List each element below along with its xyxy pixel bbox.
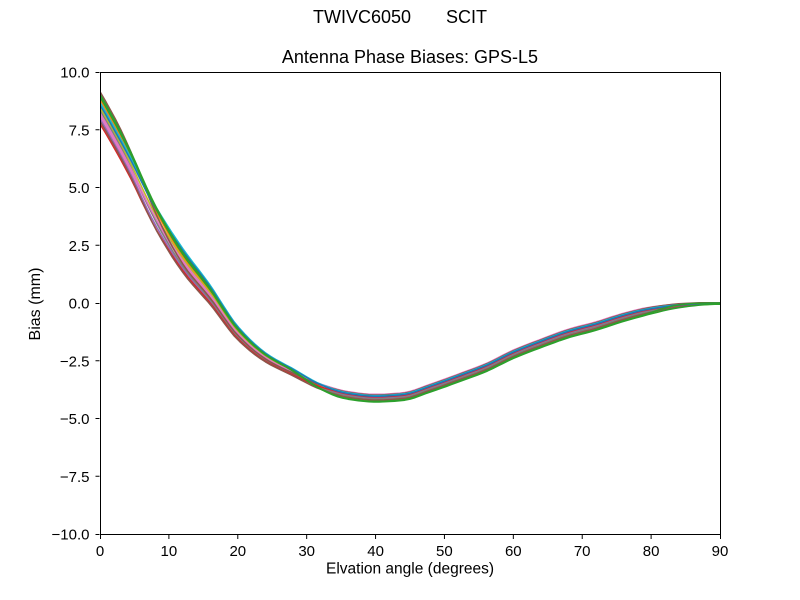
svg-text:90: 90 <box>712 543 729 560</box>
svg-text:2.5: 2.5 <box>69 238 90 255</box>
svg-text:20: 20 <box>229 543 246 560</box>
svg-text:−2.5: −2.5 <box>60 353 90 370</box>
svg-text:70: 70 <box>574 543 591 560</box>
svg-text:0.0: 0.0 <box>69 296 90 313</box>
svg-text:−5.0: −5.0 <box>60 411 90 428</box>
svg-text:Antenna Phase Biases: GPS-L5: Antenna Phase Biases: GPS-L5 <box>282 47 538 67</box>
svg-text:10: 10 <box>161 543 178 560</box>
svg-text:80: 80 <box>643 543 660 560</box>
svg-text:Elvation angle (degrees): Elvation angle (degrees) <box>326 561 494 578</box>
svg-text:30: 30 <box>298 543 315 560</box>
svg-text:60: 60 <box>505 543 522 560</box>
svg-text:Bias (mm): Bias (mm) <box>27 268 44 341</box>
svg-text:50: 50 <box>436 543 453 560</box>
svg-text:7.5: 7.5 <box>69 122 90 139</box>
svg-text:10.0: 10.0 <box>60 65 89 82</box>
svg-text:TWIVC6050 SCIT: TWIVC6050 SCIT <box>313 7 487 27</box>
svg-text:−10.0: −10.0 <box>52 527 90 544</box>
svg-text:5.0: 5.0 <box>69 180 90 197</box>
svg-text:40: 40 <box>367 543 384 560</box>
svg-text:−7.5: −7.5 <box>60 469 90 486</box>
svg-text:0: 0 <box>96 543 104 560</box>
